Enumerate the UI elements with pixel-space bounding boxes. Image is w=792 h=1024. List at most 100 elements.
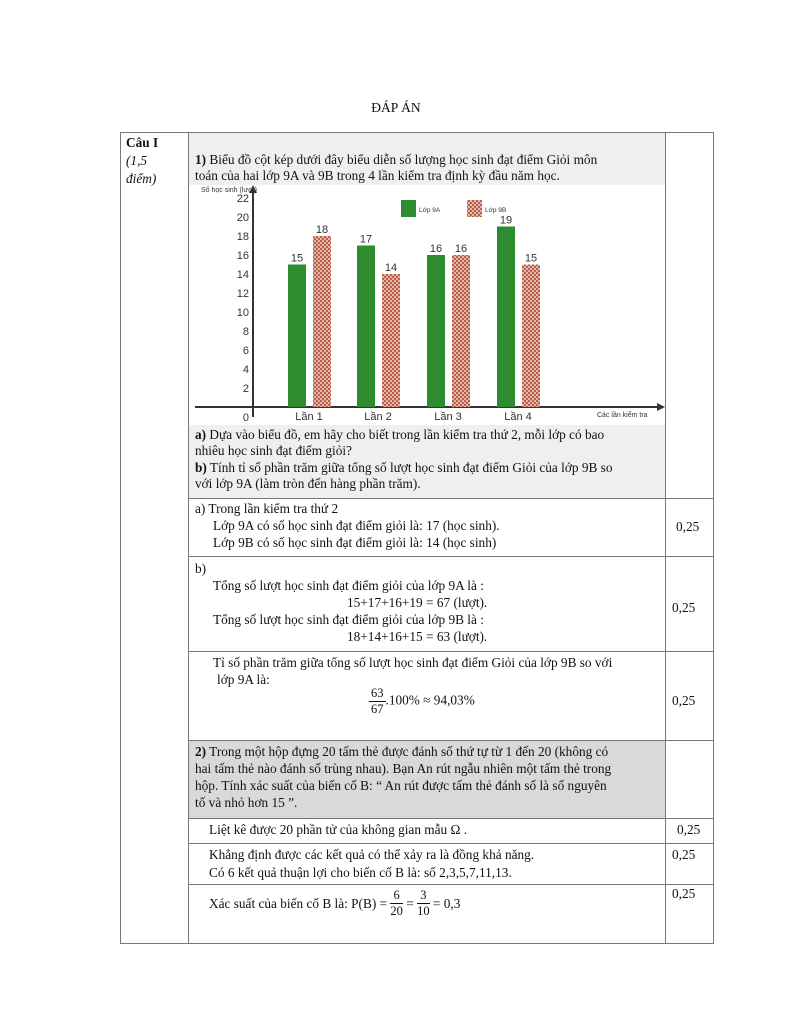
numerator: 6	[390, 888, 403, 904]
score: 0,25	[672, 600, 696, 615]
step-equally-likely: Khẳng định được các kết quả có thể xảy r…	[209, 847, 535, 862]
question2-bg	[189, 741, 665, 818]
score: 0,25	[676, 519, 700, 534]
part2-question: hộp. Tính xác suất của biến cố B: “ An r…	[195, 778, 607, 793]
text: Biểu đồ cột kép dưới đây biểu diễn số lư…	[206, 152, 598, 167]
data-label: 18	[316, 224, 328, 236]
y-tick-label: 0	[243, 412, 249, 424]
legend-label: Lớp 9B	[485, 207, 506, 214]
question-bg	[189, 133, 665, 185]
table-border	[665, 132, 666, 944]
part2-question: 2) Trong một hộp đựng 20 tấm thẻ được đá…	[195, 744, 608, 760]
answer-ratio: Tỉ số phần trăm giữa tổng số lượt học si…	[213, 655, 613, 670]
bar-lớp-9b	[313, 236, 331, 407]
y-tick-label: 4	[243, 364, 249, 376]
x-tick-label: Lần 3	[434, 411, 462, 423]
y-tick-label: 8	[243, 326, 249, 338]
text: Tính tỉ số phần trăm giữa tổng số lượt h…	[206, 460, 613, 475]
score: 0,25	[672, 847, 696, 862]
row-divider	[188, 740, 714, 741]
score: 0,25	[677, 822, 701, 837]
question-b: b) Tính tỉ số phần trăm giữa tổng số lượ…	[195, 460, 613, 476]
y-tick-label: 14	[237, 269, 249, 281]
data-label: 16	[455, 243, 467, 255]
y-tick-label: 10	[237, 307, 249, 319]
bar-lớp-9b	[522, 264, 540, 407]
denominator: 10	[417, 904, 430, 918]
answer-b: Tổng số lượt học sinh đạt điểm giỏi của …	[213, 578, 484, 593]
question-a: nhiêu học sinh đạt điểm giỏi?	[195, 443, 352, 458]
x-tick-label: Lần 4	[504, 411, 532, 423]
part2-question: tố và nhỏ hơn 15 ”.	[195, 795, 298, 810]
y-tick-label: 2	[243, 383, 249, 395]
table-border	[713, 132, 714, 944]
part2-question: hai tấm thẻ nào đánh số trùng nhau). Bạn…	[195, 761, 612, 776]
numerator: 63	[369, 686, 386, 702]
question-b: với lớp 9A (làm tròn đến hàng phần trăm)…	[195, 476, 421, 491]
row-divider	[188, 556, 714, 557]
row-divider	[188, 884, 714, 885]
step-probability: Xác suất của biến cố B là: P(B) = 6 20 = …	[209, 888, 460, 919]
y-tick-label: 22	[237, 193, 249, 205]
question-title: Câu I	[126, 135, 159, 150]
bar-lớp-9a	[427, 255, 445, 407]
legend-swatch	[467, 200, 482, 217]
bar-lớp-9a	[497, 226, 515, 407]
text: Dựa vào biểu đồ, em hãy cho biết trong l…	[206, 427, 605, 442]
data-label: 17	[360, 234, 372, 246]
y-tick-label: 20	[237, 212, 249, 224]
y-tick-label: 18	[237, 231, 249, 243]
y-axis-arrow	[249, 185, 257, 193]
answer-b: 15+17+16+19 = 67 (lượt).	[347, 595, 488, 610]
row-divider	[188, 498, 714, 499]
x-tick-label: Lần 2	[364, 411, 392, 423]
row-divider	[188, 651, 714, 652]
data-label: 16	[430, 243, 442, 255]
text: Trong một hộp đựng 20 tấm thẻ được đánh …	[206, 744, 609, 759]
score: 0,25	[672, 886, 696, 901]
bar-lớp-9a	[357, 245, 375, 407]
y-tick-label: 16	[237, 250, 249, 262]
text: = 0,3	[432, 896, 461, 911]
ratio-formula: 63 67.100% ≈ 94,03%	[369, 686, 475, 717]
page-title: ĐÁP ÁN	[371, 100, 421, 115]
bar-lớp-9b	[382, 274, 400, 407]
y-tick-label: 6	[243, 345, 249, 357]
question-bg	[189, 425, 665, 498]
numerator: 3	[417, 888, 430, 904]
row-divider	[188, 843, 714, 844]
double-bar-chart: Số học sinh (lượt) Các lần kiểm tra 0 2 4 6 8 1…	[195, 185, 665, 424]
answer-b: b)	[195, 561, 207, 576]
text: =	[406, 896, 414, 911]
data-label: 19	[500, 215, 512, 227]
table-border	[120, 132, 714, 133]
legend-swatch	[401, 200, 416, 217]
part-number: 1)	[195, 152, 207, 167]
data-label: 15	[291, 253, 303, 265]
data-label: 15	[525, 253, 537, 265]
answer-b: Tổng số lượt học sinh đạt điểm giỏi của …	[213, 612, 484, 627]
question-points: (1,5	[126, 153, 148, 168]
data-label: 14	[385, 262, 397, 274]
score: 0,25	[672, 693, 696, 708]
answer-a: a) Trong lần kiểm tra thứ 2	[195, 501, 339, 516]
bar-lớp-9a	[288, 264, 306, 407]
denominator: 67	[371, 702, 384, 716]
x-axis-label: Các lần kiểm tra	[597, 410, 648, 419]
table-border	[120, 943, 714, 944]
table-border	[188, 132, 189, 944]
y-axis-label: Số học sinh (lượt)	[201, 185, 257, 194]
text: .100% ≈ 94,03%	[385, 692, 475, 708]
text: Xác suất của biến cố B là: P(B) =	[209, 896, 388, 911]
step-sample-space: Liệt kê được 20 phần tử của không gian m…	[209, 822, 468, 837]
part-number: 2)	[195, 744, 207, 759]
label: a)	[195, 427, 207, 442]
question-a: a) Dựa vào biểu đồ, em hãy cho biết tron…	[195, 427, 604, 443]
row-divider	[188, 818, 714, 819]
table-border	[120, 132, 121, 944]
answer-b: 18+14+16+15 = 63 (lượt).	[347, 629, 488, 644]
label: b)	[195, 460, 207, 475]
part1-intro: 1) Biểu đồ cột kép dưới đây biểu diễn số…	[195, 152, 597, 168]
x-axis-arrow	[657, 403, 665, 411]
